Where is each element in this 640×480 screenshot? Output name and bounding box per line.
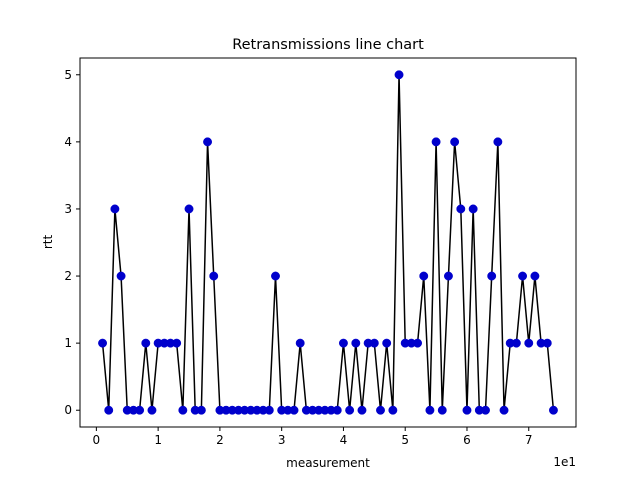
x-tick-label: 2: [216, 433, 224, 447]
x-tick-label: 0: [93, 433, 101, 447]
data-point: [338, 338, 348, 348]
y-tick-label: 5: [64, 68, 72, 82]
data-point: [98, 338, 108, 348]
data-point: [530, 271, 540, 281]
data-point: [196, 405, 206, 415]
data-point: [481, 405, 490, 415]
data-point: [376, 405, 385, 415]
data-point: [351, 338, 361, 348]
data-point: [289, 405, 299, 415]
axes-frame: [79, 57, 577, 428]
data-point: [203, 137, 213, 147]
x-tick-label: 4: [340, 433, 348, 447]
x-axis-offset-label: 1e1: [553, 455, 576, 469]
data-point: [450, 137, 460, 147]
data-point: [116, 271, 126, 281]
x-tick-label: 6: [463, 433, 471, 447]
data-point: [369, 338, 379, 348]
x-tick-label: 3: [278, 433, 286, 447]
data-point: [542, 338, 552, 348]
data-point: [462, 405, 472, 415]
data-point: [141, 338, 151, 348]
data-point: [271, 271, 280, 281]
data-point: [264, 405, 274, 415]
data-point: [425, 405, 435, 415]
data-point: [388, 405, 398, 415]
y-tick-label: 1: [64, 336, 72, 350]
y-tick-label: 4: [64, 135, 72, 149]
data-point: [468, 204, 478, 214]
x-axis-label: measurement: [286, 456, 370, 470]
data-point: [295, 338, 305, 348]
chart-title: Retransmissions line chart: [232, 37, 424, 53]
plot-area: 0 1 2 3 4 5 6 7 0 1 2 3 4 5: [64, 57, 577, 447]
data-point: [511, 338, 521, 348]
data-point: [172, 338, 182, 348]
data-point: [332, 405, 342, 415]
data-point: [394, 70, 404, 80]
x-tick-label: 7: [525, 433, 533, 447]
data-point: [147, 405, 157, 415]
data-point: [184, 204, 194, 214]
data-point: [178, 405, 188, 415]
data-point: [493, 137, 503, 147]
data-point: [437, 405, 447, 415]
data-point: [345, 405, 355, 415]
y-tick-label: 0: [64, 403, 72, 417]
y-axis-label: rtt: [41, 235, 55, 250]
data-point: [524, 338, 534, 348]
x-tick-label: 5: [401, 433, 409, 447]
data-point: [444, 271, 453, 281]
data-point: [499, 405, 509, 415]
y-tick-label: 2: [64, 269, 72, 283]
data-point: [382, 338, 392, 348]
data-point: [104, 405, 114, 415]
data-point: [549, 405, 558, 415]
data-point: [209, 271, 219, 281]
data-point: [487, 271, 497, 281]
data-point: [357, 405, 367, 415]
data-point: [413, 338, 423, 348]
data-point: [456, 204, 466, 214]
data-point: [110, 204, 120, 214]
data-point: [135, 405, 145, 415]
data-point: [431, 137, 441, 147]
data-point: [419, 271, 429, 281]
data-point: [518, 271, 528, 281]
y-tick-label: 3: [64, 202, 72, 216]
x-tick-label: 1: [154, 433, 162, 447]
